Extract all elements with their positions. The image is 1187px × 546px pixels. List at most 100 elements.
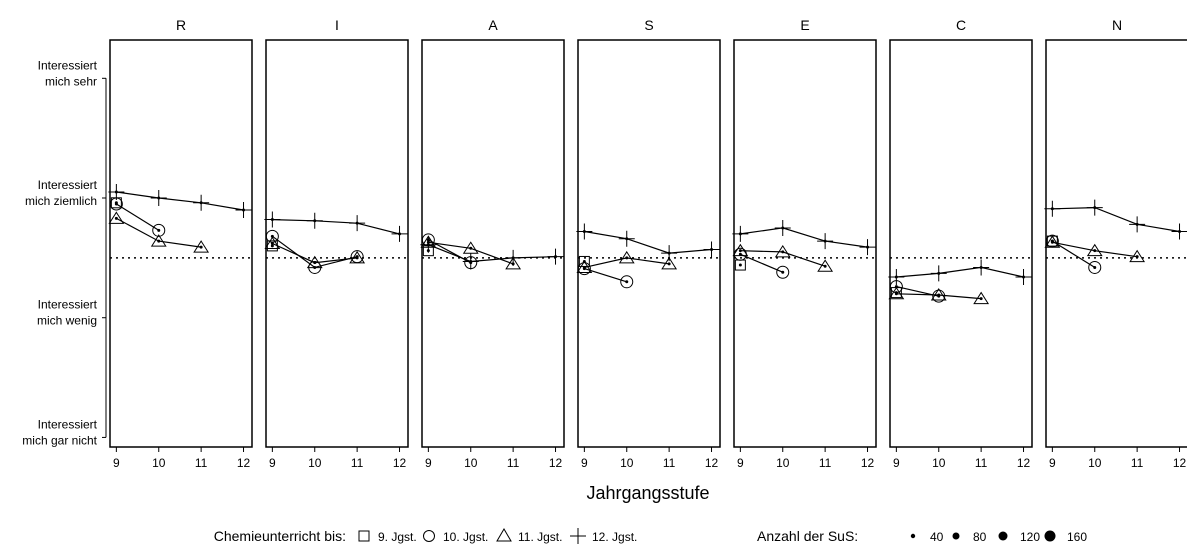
data-point: [932, 289, 946, 303]
data-point-size-dot: [1135, 255, 1139, 259]
data-point: [264, 236, 281, 249]
data-point-size-dot: [1093, 249, 1097, 253]
series-square: [734, 259, 746, 271]
data-point-size-dot: [157, 196, 161, 200]
data-point-size-dot: [270, 234, 274, 238]
data-point: [1044, 235, 1061, 248]
legend-label: 9. Jgst.: [378, 530, 417, 544]
panel-frame: [889, 39, 1033, 448]
size-legend-label: 120: [1020, 530, 1040, 544]
y-tick-label: mich wenig: [37, 314, 97, 328]
data-point-size-dot: [157, 239, 161, 243]
data-point-size-dot: [199, 245, 203, 249]
data-point-size-dot: [426, 243, 430, 247]
data-point: [776, 265, 790, 279]
data-point: [152, 223, 166, 237]
data-point-size-dot: [270, 242, 274, 245]
data-point: [462, 241, 479, 254]
x-tick-label: 10: [1088, 456, 1102, 470]
x-tick-label: 11: [819, 456, 832, 470]
series-line: [740, 253, 783, 273]
legend-label: 11. Jgst.: [518, 530, 562, 544]
data-point-size-dot: [1093, 206, 1097, 210]
x-tick-label: 12: [549, 456, 563, 470]
data-point-size-dot: [355, 221, 359, 225]
data-point-size-dot: [270, 218, 274, 222]
y-tick-label: mich gar nicht: [22, 433, 97, 447]
legend-label: 12. Jgst.: [592, 530, 637, 544]
panel-title: C: [956, 17, 966, 33]
x-tick-label: 9: [893, 456, 900, 470]
panel-frame: [733, 39, 877, 448]
series-line: [1052, 240, 1096, 268]
series-triangle: [1044, 235, 1146, 263]
data-point-size-dot: [313, 261, 317, 265]
x-tick-label: 10: [776, 456, 790, 470]
data-point: [505, 256, 522, 270]
panel-frame: [265, 39, 409, 448]
series-plus: [888, 259, 1032, 286]
x-tick-label: 9: [113, 456, 120, 470]
data-point: [817, 259, 834, 272]
panel-frame: [577, 39, 721, 448]
x-tick-label: 10: [152, 456, 166, 470]
data-point-size-dot: [1050, 207, 1054, 211]
data-point-size-dot: [313, 219, 317, 223]
legend-triangle-icon: [496, 528, 512, 542]
data-point-size-dot: [1022, 275, 1026, 279]
legend-square-icon: [358, 530, 370, 542]
series-line: [428, 244, 556, 263]
series-plus: [576, 223, 720, 262]
panel-title: E: [800, 17, 809, 33]
data-point-size-dot: [355, 256, 359, 260]
x-tick-label: 9: [581, 456, 588, 470]
panel-title: A: [488, 17, 498, 33]
legend-circle-icon: [423, 530, 435, 542]
data-point-size-dot: [469, 259, 473, 263]
x-tick-label: 12: [1173, 456, 1187, 470]
data-point-size-dot: [1135, 222, 1139, 226]
data-point-size-dot: [199, 201, 203, 205]
data-point-size-dot: [823, 239, 827, 243]
data-point-size-dot: [625, 237, 629, 241]
x-tick-label: 11: [507, 456, 520, 470]
data-point: [1086, 243, 1103, 257]
data-point-size-dot: [469, 246, 473, 250]
data-point-size-dot: [114, 202, 118, 206]
series-plus: [264, 211, 408, 242]
data-point: [973, 291, 990, 305]
series-line: [740, 227, 868, 248]
data-point-size-dot: [667, 262, 671, 266]
data-point: [193, 240, 210, 253]
x-tick-label: 12: [861, 456, 875, 470]
x-tick-label: 10: [932, 456, 946, 470]
data-point-size-dot: [511, 256, 515, 260]
data-point: [620, 275, 634, 289]
data-point: [1129, 249, 1146, 263]
size-legend-title: Anzahl der SuS:: [757, 528, 858, 544]
data-point-size-dot: [398, 232, 402, 236]
x-tick-label: 9: [425, 456, 432, 470]
y-tick-label: Interessiert: [38, 298, 98, 312]
series-triangle: [576, 250, 678, 273]
data-point: [618, 250, 635, 264]
y-tick-label: mich sehr: [45, 74, 97, 88]
size-legend-label: 40: [930, 530, 944, 544]
x-tick-label: 10: [308, 456, 322, 470]
x-tick-label: 11: [351, 456, 364, 470]
data-point-size-dot: [1093, 265, 1097, 269]
data-point-size-dot: [625, 256, 629, 260]
series-circle: [265, 229, 364, 274]
size-legend-label: 80: [973, 530, 987, 544]
data-point-size-dot: [781, 250, 785, 254]
series-circle: [1045, 234, 1102, 274]
series-line: [272, 219, 400, 235]
series-triangle: [888, 286, 990, 305]
data-point: [930, 288, 947, 301]
data-point-size-dot: [937, 293, 941, 297]
legend-title: Chemieunterricht bis:: [214, 528, 346, 544]
data-point: [349, 250, 366, 264]
y-tick-label: Interessiert: [38, 58, 98, 72]
size-legend-dot: [952, 532, 960, 540]
panel-frame: [421, 39, 565, 448]
